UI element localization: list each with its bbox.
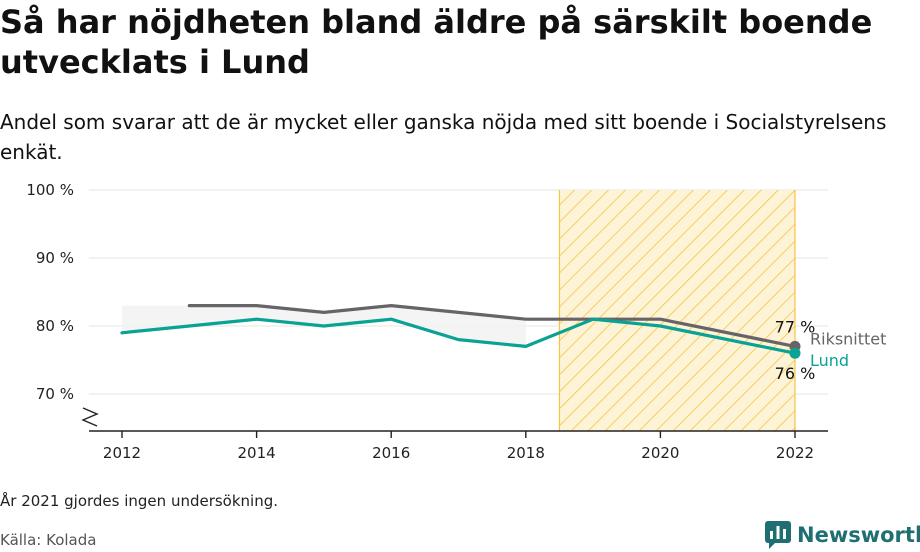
series-label-riksnittet: Riksnittet — [810, 329, 886, 348]
y-tick-label: 80 % — [36, 317, 74, 335]
y-tick-label: 70 % — [36, 385, 74, 403]
footnote: År 2021 gjordes ingen undersökning. — [0, 492, 279, 510]
highlight-region — [558, 190, 796, 431]
chart-title: Så har nöjdheten bland äldre på särskilt… — [0, 3, 873, 81]
x-tick-label: 2014 — [238, 444, 276, 462]
x-tick-label: 2016 — [372, 444, 410, 462]
end-value-label: 76 % — [775, 364, 816, 383]
x-tick-label: 2022 — [776, 444, 814, 462]
y-tick-label: 100 % — [26, 181, 74, 199]
series-line-riksnittet — [187, 304, 797, 348]
series-line-lund — [120, 317, 797, 355]
chart-subtitle: Andel som svarar att de är mycket eller … — [0, 110, 887, 164]
hatched-area — [559, 190, 795, 431]
y-tick-label: 90 % — [36, 249, 74, 267]
brand-name: Newsworthy — [797, 523, 920, 547]
labels: 70 % 80 % 90 % 100 % 2012 2014 2016 2018 2020 202… — [26, 181, 886, 462]
series — [120, 304, 801, 359]
bar-chart-icon — [765, 521, 791, 549]
x-tick-label: 2012 — [103, 444, 141, 462]
x-tick-label: 2018 — [507, 444, 545, 462]
end-value-label: 77 % — [775, 317, 816, 336]
newsworthy-logo: Newsworthy — [765, 520, 920, 550]
series-label-lund: Lund — [810, 351, 849, 370]
line-chart: 70 % 80 % 90 % 100 % 2012 2014 2016 2018 2020 202… — [26, 181, 886, 462]
axis-break-icon — [81, 407, 99, 427]
x-tick-label: 2020 — [641, 444, 679, 462]
source-text: Källa: Kolada — [0, 531, 97, 549]
end-point-lund — [789, 347, 801, 359]
axes — [81, 407, 828, 438]
